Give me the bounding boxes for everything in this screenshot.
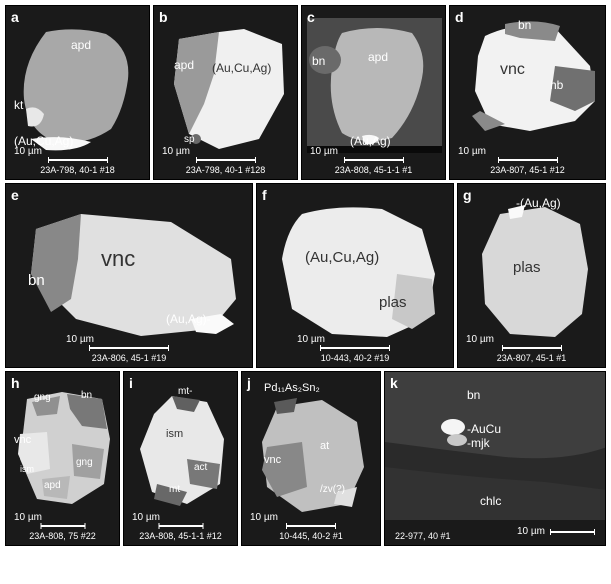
grain-b [164,24,289,154]
label-auag: (Au,Ag)- [166,312,211,326]
sample-id: 10-445, 40-2 #1 [279,531,343,541]
label-mt: mt- [178,386,192,397]
scale-text: 10 µm [66,334,94,345]
label-sp: sp [184,134,195,145]
panel-letter: e [11,187,19,203]
scale-text: 10 µm [14,146,42,157]
scale-text: 10 µm [458,146,486,157]
scale-bar [320,347,390,349]
label-act: act [194,462,207,473]
label-bn: bn [28,272,45,289]
label-aucu: -AuCu [467,422,501,436]
label-ism: ism [166,428,183,440]
label-hb: hb [550,78,563,92]
label-mjk: -mjk [467,436,490,450]
scale-text: 10 µm [310,146,338,157]
scale-bar [89,347,169,349]
panel-a: a apd kt (Au,Cu,Ag) 10 µm 23A-798, 40-1 … [5,5,150,180]
sample-id: 23A-808, 75 #22 [29,531,96,541]
sample-id: 23A-807, 45-1 #12 [490,165,565,175]
panel-letter: c [307,9,315,25]
label-bn: bn [312,54,325,68]
scale-bar [158,525,203,527]
label-ism: ism [20,464,34,474]
scale-text: 10 µm [162,146,190,157]
label-gng: gng [34,392,51,403]
label-apd: apd [368,50,388,64]
panel-letter: d [455,9,464,25]
label-plas: plas [513,259,541,276]
grain-h [12,384,115,512]
label-apd: apd [44,480,61,491]
scale-bar [344,159,404,161]
scale-bar [498,159,558,161]
label-aucuag: (Au,Cu,Ag) [212,61,271,75]
grain-f [267,199,445,344]
panel-letter: g [463,187,472,203]
panel-k: k bn -AuCu -mjk chlc 10 µm 22-977, 40 #1 [384,371,606,546]
panel-letter: h [11,375,20,391]
label-pdassn: Pd₁₁As₂Sn₂ [264,382,320,394]
sample-id: 22-977, 40 #1 [395,531,451,541]
panel-letter: f [262,187,267,203]
sample-id: 23A-807, 45-1 #1 [497,353,567,363]
label-vnc: vnc [264,454,281,466]
scale-bar [48,159,108,161]
label-kt: kt [14,98,23,112]
scale-text: 10 µm [466,334,494,345]
grain-i [132,384,232,512]
label-vnc: vnc [500,61,525,79]
scale-bar [550,531,595,533]
label-vnc: vnc [14,434,31,446]
label-at: at [320,440,329,452]
sample-id: 23A-808, 45-1-1 #12 [139,531,222,541]
panel-letter: k [390,375,398,391]
scale-bar [40,525,85,527]
grain-c [307,18,442,153]
panel-letter: i [129,375,133,391]
label-auag: -(Au,Ag) [516,196,561,210]
sample-id: 23A-808, 45-1-1 #1 [335,165,413,175]
label-vnc: vnc [101,246,135,272]
label-bn: bn [81,390,92,401]
panel-f: f (Au,Cu,Ag) plas 10 µm 10-443, 40-2 #19 [256,183,454,368]
panel-j: j Pd₁₁As₂Sn₂ vnc at /zv(?) 10 µm 10-445,… [241,371,381,546]
scale-text: 10 µm [14,512,42,523]
sample-id: 10-443, 40-2 #19 [321,353,390,363]
label-apd: apd [174,58,194,72]
panel-i: i mt- ism act mt 10 µm 23A-808, 45-1-1 #… [123,371,238,546]
panel-h: h gng bn vnc ism gng apd 10 µm 23A-808, … [5,371,120,546]
scale-text: 10 µm [250,512,278,523]
panel-letter: a [11,9,19,25]
panel-e: e bn vnc (Au,Ag)- 10 µm 23A-806, 45-1 #1… [5,183,253,368]
sample-id: 23A-798, 40-1 #18 [40,165,115,175]
scale-bar [196,159,256,161]
label-gng: gng [76,457,93,468]
label-zv: /zv(?) [320,484,345,495]
scale-bar [502,347,562,349]
scale-text: 10 µm [297,334,325,345]
panel-letter: j [247,375,251,391]
sample-id: 23A-798, 40-1 #128 [186,165,266,175]
label-chlc: chlc [480,494,501,508]
label-bn: bn [518,18,531,32]
panel-c: c bn apd (Au,Ag) 10 µm 23A-808, 45-1-1 #… [301,5,446,180]
sample-id: 23A-806, 45-1 #19 [92,353,167,363]
panel-d: d bn vnc hb 10 µm 23A-807, 45-1 #12 [449,5,606,180]
label-bn: bn [467,388,480,402]
label-aucuag: (Au,Cu,Ag) [305,249,379,266]
scale-text: 10 µm [132,512,160,523]
label-apd: apd [71,38,91,52]
panel-b: b apd (Au,Cu,Ag) sp 10 µm 23A-798, 40-1 … [153,5,298,180]
label-auag: (Au,Ag) [350,134,391,148]
scale-bar [286,525,336,527]
panel-letter: b [159,9,168,25]
panel-g: g -(Au,Ag) plas 10 µm 23A-807, 45-1 #1 [457,183,606,368]
label-plas: plas [379,294,407,311]
grain-d [460,16,600,146]
scale-text: 10 µm [517,526,545,537]
label-mt: mt [169,484,180,495]
